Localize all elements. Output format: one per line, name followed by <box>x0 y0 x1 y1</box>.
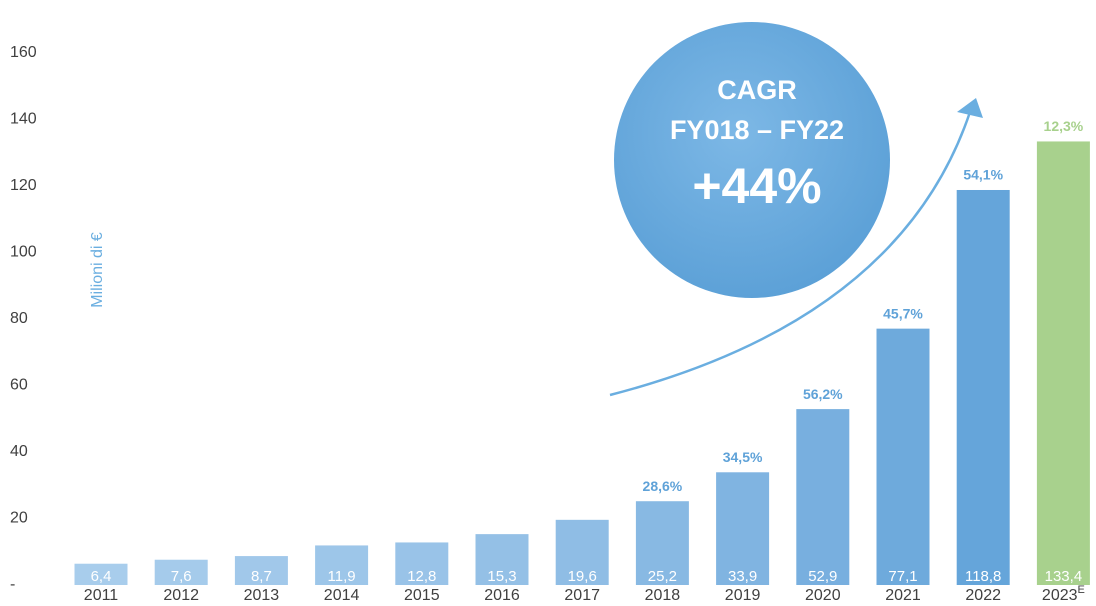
x-tick-label: 2021 <box>885 587 921 604</box>
estimate-mark: E <box>1078 584 1085 596</box>
growth-label: 34,5% <box>723 449 763 465</box>
bar <box>1036 141 1090 585</box>
value-label: 8,7 <box>251 568 272 585</box>
x-tick-label: 2014 <box>324 587 360 604</box>
y-tick-label: 120 <box>10 177 37 194</box>
growth-arrow <box>609 111 972 397</box>
y-tick-label: - <box>10 576 15 593</box>
bar <box>315 545 369 585</box>
cagr-period: FY018 – FY22 <box>670 115 844 145</box>
category-year: 2023 <box>1042 587 1078 604</box>
value-label: 33,9 <box>728 568 757 585</box>
bar <box>234 556 288 585</box>
bar <box>395 542 449 585</box>
x-tick-label: 2013 <box>244 587 280 604</box>
value-label: 12,8 <box>407 568 436 585</box>
growth-label: 28,6% <box>643 478 683 494</box>
x-tick-label: 2022 <box>965 587 1001 604</box>
value-label: 77,1 <box>888 568 917 585</box>
x-tick-label: 2018 <box>645 587 681 604</box>
y-tick-label: 140 <box>10 111 37 128</box>
bar <box>555 519 609 585</box>
value-label: 52,9 <box>808 568 837 585</box>
y-tick-label: 100 <box>10 244 37 261</box>
bar <box>876 328 930 585</box>
x-tick-label: 2020 <box>805 587 841 604</box>
value-label: 6,4 <box>91 568 112 585</box>
value-label: 11,9 <box>328 568 356 585</box>
growth-label: 45,7% <box>883 305 923 321</box>
y-tick-label: 80 <box>10 310 28 327</box>
bar <box>956 189 1010 586</box>
bar <box>475 534 529 585</box>
value-label: 7,6 <box>171 568 192 585</box>
growth-label: 54,1% <box>963 167 1003 183</box>
y-tick-label: 20 <box>10 510 28 527</box>
cagr-circle <box>614 22 890 298</box>
x-tick-label: 2012 <box>163 587 199 604</box>
value-label: 25,2 <box>648 568 677 585</box>
x-tick-label: 2011 <box>84 587 119 604</box>
value-label: 15,3 <box>487 568 516 585</box>
x-tick-label: 2015 <box>404 587 440 604</box>
x-tick-label: 2023E <box>1042 584 1085 604</box>
bar <box>796 409 850 585</box>
value-label: 118,8 <box>965 568 1001 585</box>
x-tick-label: 2019 <box>725 587 761 604</box>
y-tick-label: 40 <box>10 443 28 460</box>
cagr-title: CAGR <box>717 75 797 105</box>
x-tick-label: 2016 <box>484 587 520 604</box>
x-tick-label: 2017 <box>564 587 600 604</box>
bar <box>635 501 689 585</box>
y-tick-label: 60 <box>10 377 28 394</box>
arrow-head <box>957 98 983 118</box>
bar <box>154 559 208 585</box>
bar <box>716 472 770 585</box>
growth-label: 56,2% <box>803 386 843 402</box>
growth-label: 12,3% <box>1044 118 1084 134</box>
cagr-value: +44% <box>692 158 821 214</box>
bar <box>74 563 128 585</box>
value-label: 133,4 <box>1045 568 1083 585</box>
y-tick-label: 160 <box>10 44 37 61</box>
value-label: 19,6 <box>568 568 597 585</box>
y-axis-label: Milioni di € <box>89 232 106 308</box>
